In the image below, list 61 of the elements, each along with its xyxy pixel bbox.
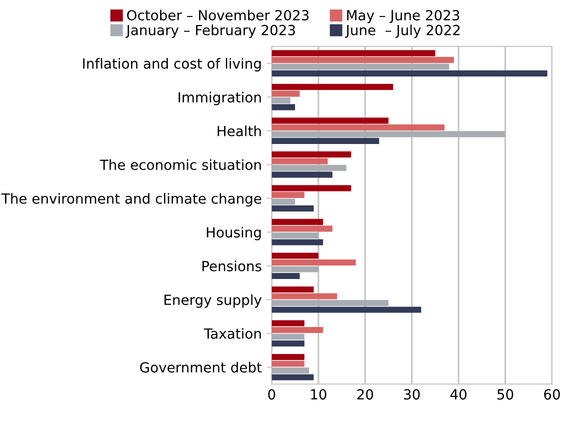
legend-label: January – February 2023: [126, 24, 295, 38]
bar: [272, 360, 304, 367]
bar: [272, 266, 318, 272]
bar: [272, 131, 506, 138]
bar: [272, 70, 548, 76]
bar: [272, 97, 290, 104]
y-tick-label: Inflation and cost of living: [83, 58, 261, 72]
bar: [272, 164, 346, 171]
bar: [272, 218, 324, 226]
bar: [272, 226, 332, 232]
bar: [272, 252, 318, 259]
bar: [272, 192, 304, 198]
x-tick-label: 50: [498, 389, 514, 400]
bar: [272, 334, 304, 340]
bar: [272, 300, 388, 306]
bar: [272, 340, 304, 347]
legend-label: October – November 2023: [127, 10, 309, 20]
bar: [272, 232, 318, 239]
bar: [272, 367, 310, 374]
bar: [272, 259, 356, 266]
bar: [272, 104, 296, 110]
y-tick-label: Health: [218, 126, 261, 136]
bar: [272, 138, 380, 144]
bar: [272, 293, 338, 300]
bar: [272, 158, 328, 164]
x-tick-label: 40: [450, 389, 466, 400]
x-tick-label: 30: [404, 389, 420, 400]
bar: [272, 198, 296, 205]
bar: [272, 374, 314, 380]
bar: [272, 151, 352, 158]
bar: [272, 306, 422, 313]
bar: [272, 124, 445, 130]
y-tick-label: Pensions: [202, 260, 262, 272]
bar: [272, 118, 388, 124]
y-tick-label: Immigration: [178, 92, 261, 106]
y-tick-label: Housing: [206, 226, 261, 240]
y-tick-label: Taxation: [204, 328, 261, 339]
y-tick-label: The economic situation: [100, 159, 261, 170]
bar: [272, 90, 300, 97]
bar: [272, 320, 304, 326]
bar: [272, 84, 394, 90]
x-tick-label: 20: [357, 389, 374, 400]
bar: [272, 185, 352, 192]
x-tick-label: 0: [268, 389, 276, 400]
legend-label: June – July 2022: [345, 24, 460, 38]
bar: [272, 205, 314, 212]
bar: [272, 354, 304, 360]
bar: [272, 64, 450, 70]
bar: [272, 272, 300, 280]
y-tick-label: Energy supply: [164, 294, 262, 308]
x-tick-label: 10: [311, 389, 326, 400]
bar: [272, 326, 324, 334]
legend-label: May – June 2023: [347, 10, 460, 24]
y-tick-label: Government debt: [140, 362, 262, 373]
bar: [272, 286, 314, 293]
y-tick-label: The environment and climate change: [1, 193, 262, 207]
x-tick-label: 60: [544, 389, 560, 400]
bar: [272, 56, 454, 63]
bar: [272, 172, 332, 178]
bar: [272, 239, 324, 246]
bar: [272, 50, 436, 56]
